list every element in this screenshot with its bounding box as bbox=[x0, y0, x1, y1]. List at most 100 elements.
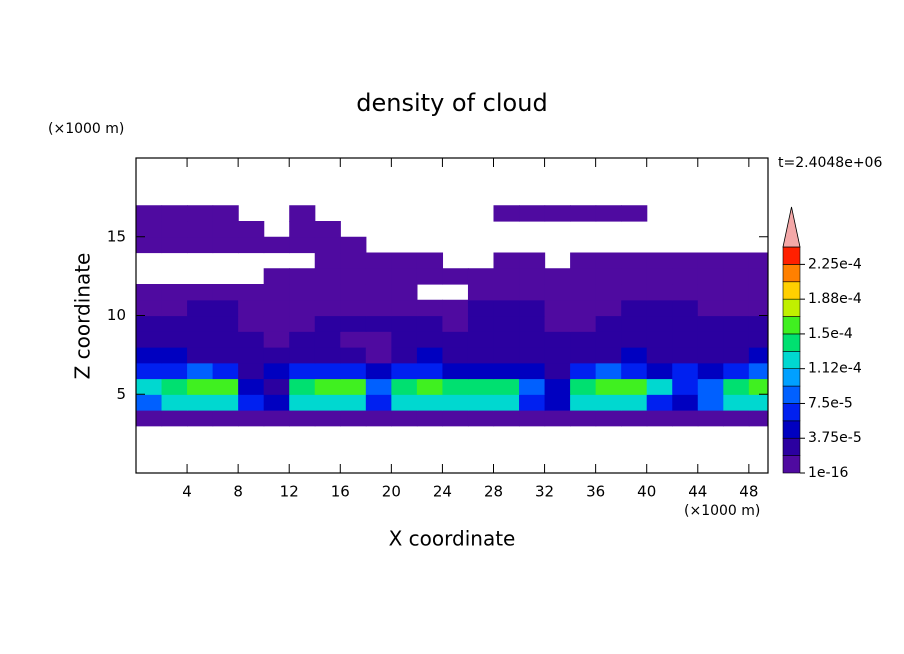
x-tick-label: 44 bbox=[688, 483, 707, 501]
colorbar-box bbox=[782, 281, 801, 300]
contour-cell bbox=[493, 331, 520, 348]
contour-cell bbox=[136, 221, 163, 238]
contour-cell bbox=[212, 331, 239, 348]
contour-cell bbox=[672, 252, 699, 269]
contour-cell bbox=[391, 347, 418, 364]
contour-cell bbox=[212, 378, 239, 395]
contour-cell bbox=[723, 315, 750, 332]
contour-cell bbox=[187, 205, 214, 222]
colorbar-tick-label: 1e-16 bbox=[808, 465, 848, 481]
contour-cell bbox=[136, 236, 163, 254]
contour-cell bbox=[519, 315, 546, 332]
contour-cell bbox=[570, 284, 597, 301]
contour-cell bbox=[212, 347, 239, 364]
x-tick-label: 28 bbox=[484, 483, 503, 501]
contour-cell bbox=[263, 378, 290, 395]
contour-cell bbox=[723, 284, 750, 301]
contour-cell bbox=[340, 299, 367, 317]
contour-cell bbox=[519, 347, 546, 364]
contour-cell bbox=[187, 221, 214, 238]
colorbar-box bbox=[782, 368, 801, 387]
contour-cell bbox=[314, 394, 341, 411]
contour-cell bbox=[467, 394, 495, 411]
contour-cell bbox=[238, 394, 265, 411]
contour-cell bbox=[748, 299, 768, 317]
contour-cell bbox=[340, 268, 367, 285]
contour-cell bbox=[595, 299, 622, 317]
contour-cell bbox=[238, 378, 265, 395]
contour-cell bbox=[467, 284, 495, 301]
y-unit: (×1000 m) bbox=[48, 121, 124, 137]
contour-cell bbox=[595, 410, 622, 427]
contour-cell bbox=[416, 331, 444, 348]
time-label: t=2.4048e+06 bbox=[778, 155, 882, 171]
contour-cell bbox=[263, 315, 290, 332]
x-tick-label: 24 bbox=[433, 483, 452, 501]
contour-cell bbox=[570, 362, 597, 380]
contour-cell bbox=[544, 347, 571, 364]
contour-cell bbox=[493, 252, 520, 269]
contour-cell bbox=[314, 236, 341, 254]
contour-cell bbox=[161, 299, 188, 317]
contour-cell bbox=[595, 268, 622, 285]
contour-cell bbox=[646, 410, 673, 427]
contour-cell bbox=[723, 331, 750, 348]
contour-cell bbox=[416, 315, 444, 332]
contour-cell bbox=[442, 299, 469, 317]
contour-cell bbox=[697, 284, 724, 301]
contour-cell bbox=[621, 362, 648, 380]
contour-cell bbox=[263, 331, 290, 348]
contour-cell bbox=[544, 378, 571, 395]
contour-cell bbox=[212, 362, 239, 380]
contour-cell bbox=[314, 284, 341, 301]
contour-cell bbox=[544, 205, 571, 222]
contour-cell bbox=[621, 284, 648, 301]
contour-cell bbox=[340, 410, 367, 427]
contour-cell bbox=[187, 284, 214, 301]
contour-cell bbox=[136, 362, 163, 380]
contour-cell bbox=[212, 299, 239, 317]
contour-cell bbox=[416, 394, 444, 411]
contour-cell bbox=[646, 331, 673, 348]
contour-cell bbox=[723, 299, 750, 317]
contour-cell bbox=[416, 410, 444, 427]
contour-cell bbox=[646, 315, 673, 332]
contour-cell bbox=[365, 394, 392, 411]
contour-cell bbox=[238, 315, 265, 332]
contour-cell bbox=[621, 315, 648, 332]
contour-cell bbox=[748, 315, 768, 332]
colorbar-box bbox=[782, 333, 801, 352]
contour-cell bbox=[672, 362, 699, 380]
contour-cell bbox=[519, 268, 546, 285]
contour-cell bbox=[544, 394, 571, 411]
contour-cell bbox=[187, 236, 214, 254]
colorbar-box bbox=[782, 455, 801, 474]
contour-cell bbox=[263, 362, 290, 380]
contour-cell bbox=[238, 221, 265, 238]
contour-cell bbox=[391, 331, 418, 348]
contour-cell bbox=[646, 284, 673, 301]
contour-cell bbox=[161, 378, 188, 395]
contour-cell bbox=[544, 315, 571, 332]
contour-cell bbox=[212, 236, 239, 254]
contour-cell bbox=[570, 252, 597, 269]
contour-cell bbox=[289, 205, 316, 222]
contour-cell bbox=[187, 315, 214, 332]
contour-cell bbox=[493, 299, 520, 317]
contour-cell bbox=[697, 252, 724, 269]
contour-cell bbox=[212, 315, 239, 332]
contour-cell bbox=[570, 205, 597, 222]
colorbar-box bbox=[782, 246, 801, 265]
contour-cell bbox=[570, 331, 597, 348]
contour-cell bbox=[416, 268, 444, 285]
contour-cell bbox=[314, 331, 341, 348]
contour-cell bbox=[570, 299, 597, 317]
contour-cell bbox=[136, 410, 163, 427]
x-unit: (×1000 m) bbox=[684, 503, 760, 519]
contour-cell bbox=[646, 347, 673, 364]
contour-cell bbox=[493, 284, 520, 301]
contour-cell bbox=[136, 347, 163, 364]
contour-cell bbox=[416, 362, 444, 380]
x-tick-label: 12 bbox=[280, 483, 299, 501]
contour-cell bbox=[263, 410, 290, 427]
